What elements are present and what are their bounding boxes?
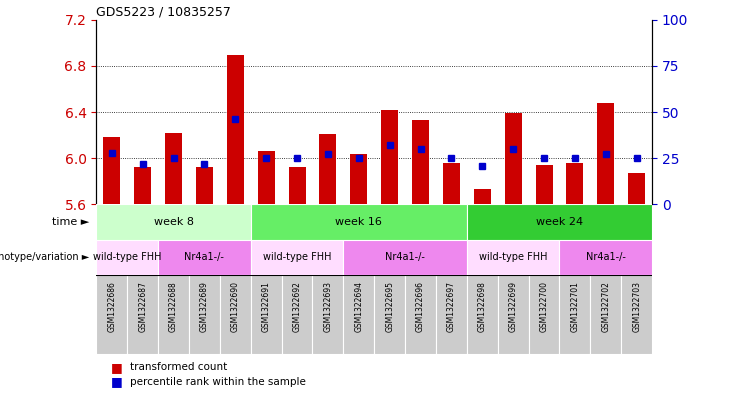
Text: percentile rank within the sample: percentile rank within the sample <box>130 377 305 387</box>
Bar <box>621 275 652 354</box>
Bar <box>467 275 498 354</box>
Text: GSM1322698: GSM1322698 <box>478 281 487 332</box>
Text: Nr4a1-/-: Nr4a1-/- <box>586 252 625 263</box>
Text: GSM1322687: GSM1322687 <box>138 281 147 332</box>
Bar <box>628 173 645 204</box>
Bar <box>436 275 467 354</box>
Bar <box>559 275 591 354</box>
Bar <box>313 275 343 354</box>
Bar <box>343 275 374 354</box>
Bar <box>165 133 182 204</box>
Text: GSM1322702: GSM1322702 <box>601 281 611 332</box>
Bar <box>597 103 614 204</box>
Text: week 24: week 24 <box>536 217 583 227</box>
Text: week 8: week 8 <box>153 217 193 227</box>
Text: GSM1322690: GSM1322690 <box>230 281 240 332</box>
Text: Nr4a1-/-: Nr4a1-/- <box>185 252 225 263</box>
Bar <box>498 275 528 354</box>
Text: transformed count: transformed count <box>130 362 227 373</box>
Text: GSM1322688: GSM1322688 <box>169 281 178 332</box>
Bar <box>220 275 250 354</box>
Bar <box>591 275 621 354</box>
Text: GSM1322696: GSM1322696 <box>416 281 425 332</box>
Bar <box>189 275 220 354</box>
Bar <box>196 167 213 204</box>
Text: GSM1322686: GSM1322686 <box>107 281 116 332</box>
Text: GSM1322691: GSM1322691 <box>262 281 270 332</box>
Bar <box>505 113 522 204</box>
Bar <box>405 275 436 354</box>
Bar <box>412 120 429 204</box>
Bar <box>566 163 583 204</box>
Bar <box>127 275 158 354</box>
Bar <box>103 138 120 204</box>
Bar <box>258 151 275 204</box>
Text: ■: ■ <box>111 361 123 374</box>
Bar <box>250 204 467 240</box>
Text: Nr4a1-/-: Nr4a1-/- <box>385 252 425 263</box>
Bar <box>282 275 313 354</box>
Bar <box>467 204 652 240</box>
Bar <box>96 204 250 240</box>
Bar <box>473 189 491 204</box>
Bar <box>96 275 127 354</box>
Text: GDS5223 / 10835257: GDS5223 / 10835257 <box>96 6 231 18</box>
Bar <box>288 167 305 204</box>
Bar <box>96 240 158 275</box>
Bar <box>227 55 244 204</box>
Text: ■: ■ <box>111 375 123 389</box>
Bar <box>158 275 189 354</box>
Bar <box>381 110 398 204</box>
Text: GSM1322703: GSM1322703 <box>632 281 641 332</box>
Text: GSM1322692: GSM1322692 <box>293 281 302 332</box>
Bar <box>250 240 343 275</box>
Bar <box>350 154 368 204</box>
Bar <box>158 240 250 275</box>
Bar <box>374 275 405 354</box>
Text: GSM1322694: GSM1322694 <box>354 281 363 332</box>
Text: wild-type FHH: wild-type FHH <box>93 252 162 263</box>
Text: genotype/variation ►: genotype/variation ► <box>0 252 89 263</box>
Text: wild-type FHH: wild-type FHH <box>479 252 548 263</box>
Text: time ►: time ► <box>52 217 89 227</box>
Text: GSM1322697: GSM1322697 <box>447 281 456 332</box>
Bar <box>536 165 553 204</box>
Text: GSM1322701: GSM1322701 <box>571 281 579 332</box>
Text: week 16: week 16 <box>336 217 382 227</box>
Text: wild-type FHH: wild-type FHH <box>263 252 331 263</box>
Text: GSM1322700: GSM1322700 <box>539 281 548 332</box>
Bar <box>343 240 467 275</box>
Bar <box>443 163 460 204</box>
Bar <box>559 240 652 275</box>
Text: GSM1322693: GSM1322693 <box>323 281 333 332</box>
Text: GSM1322695: GSM1322695 <box>385 281 394 332</box>
Text: GSM1322699: GSM1322699 <box>508 281 518 332</box>
Bar <box>467 240 559 275</box>
Text: GSM1322689: GSM1322689 <box>200 281 209 332</box>
Bar <box>319 134 336 204</box>
Bar <box>528 275 559 354</box>
Bar <box>250 275 282 354</box>
Bar <box>134 167 151 204</box>
